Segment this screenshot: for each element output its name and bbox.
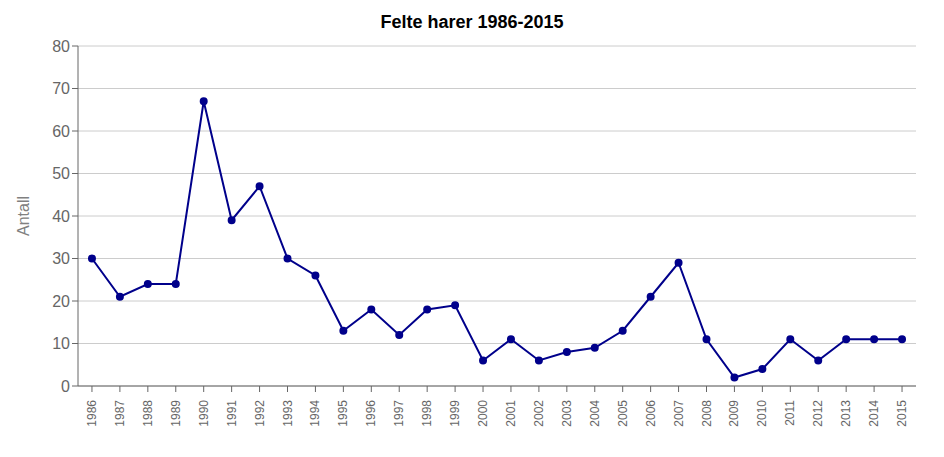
svg-text:2000: 2000 [476, 400, 490, 427]
svg-text:2005: 2005 [616, 400, 630, 427]
svg-text:1999: 1999 [448, 400, 462, 427]
svg-text:1997: 1997 [392, 400, 406, 427]
svg-text:2006: 2006 [644, 400, 658, 427]
svg-text:50: 50 [52, 165, 70, 182]
svg-text:2011: 2011 [783, 400, 797, 426]
svg-text:10: 10 [52, 335, 70, 352]
svg-text:Antall: Antall [15, 196, 32, 236]
svg-text:1992: 1992 [253, 400, 267, 427]
svg-text:2012: 2012 [811, 400, 825, 427]
svg-text:2004: 2004 [588, 400, 602, 427]
svg-text:1998: 1998 [420, 400, 434, 427]
svg-text:1991: 1991 [225, 400, 239, 427]
svg-text:2008: 2008 [700, 400, 714, 427]
svg-text:1994: 1994 [308, 400, 322, 427]
svg-text:80: 80 [52, 38, 70, 55]
svg-text:70: 70 [52, 80, 70, 97]
svg-text:2007: 2007 [672, 400, 686, 427]
svg-text:1987: 1987 [113, 400, 127, 427]
html-text:Felte harer 1986-2015: Felte harer 1986-2015 [380, 12, 564, 32]
svg-text:1986: 1986 [85, 400, 99, 427]
svg-text:2013: 2013 [839, 400, 853, 427]
svg-text:2002: 2002 [532, 400, 546, 427]
svg-text:20: 20 [52, 293, 70, 310]
svg-text:2003: 2003 [560, 400, 574, 427]
svg-text:1993: 1993 [281, 400, 295, 427]
svg-text:40: 40 [52, 208, 70, 225]
svg-text:2009: 2009 [727, 400, 741, 427]
svg-text:30: 30 [52, 250, 70, 267]
svg-text:60: 60 [52, 123, 70, 140]
svg-text:1989: 1989 [169, 400, 183, 427]
svg-text:0: 0 [61, 378, 70, 395]
svg-text:2014: 2014 [867, 400, 881, 427]
svg-text:1996: 1996 [364, 400, 378, 427]
svg-text:2015: 2015 [895, 400, 909, 427]
svg-text:1988: 1988 [141, 400, 155, 427]
svg-text:2010: 2010 [755, 400, 769, 427]
svg-text:2001: 2001 [504, 400, 518, 427]
svg-text:1995: 1995 [336, 400, 350, 427]
svg-text:1990: 1990 [197, 400, 211, 427]
